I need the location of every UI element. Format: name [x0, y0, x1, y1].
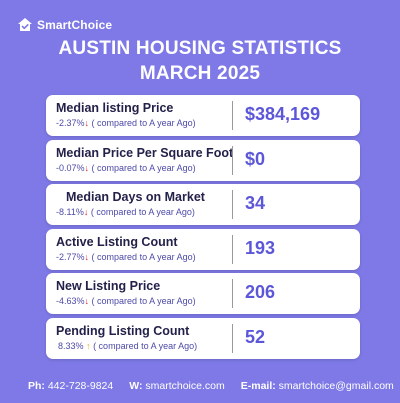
brand-logo: SmartChoice	[17, 17, 112, 33]
brand-name: SmartChoice	[37, 18, 113, 32]
divider	[232, 235, 233, 264]
stat-value: 52	[245, 327, 266, 347]
stat-change: -2.77%↓ ( compared to A year Ago)	[56, 252, 196, 262]
stat-card-pending-listing-count: Pending Listing Count 8.33% ↑ ( compared…	[46, 318, 360, 359]
contact-footer: Ph: 442-728-9824 W: smartchoice.com E-ma…	[28, 380, 394, 392]
change-value: 8.33%	[58, 341, 84, 351]
stat-card-new-listing-price: New Listing Price -4.63%↓ ( compared to …	[46, 273, 360, 314]
web-label: W:	[129, 380, 143, 392]
divider	[232, 324, 233, 353]
stat-value: $0	[245, 149, 266, 169]
email-link[interactable]: smartchoice@gmail.com	[278, 380, 394, 392]
page-subtitle: MARCH 2025	[139, 63, 261, 84]
stat-value: 206	[245, 282, 276, 302]
divider	[232, 279, 233, 308]
stat-change: -0.07%↓ ( compared to A year Ago)	[56, 163, 196, 173]
stat-label: Median listing Price	[56, 101, 174, 115]
website-link[interactable]: smartchoice.com	[145, 380, 225, 392]
arrow-down-icon: ↓	[84, 252, 90, 262]
change-value: -0.07%	[56, 163, 85, 173]
stat-card-median-days-on-market: Median Days on Market -8.11%↓ ( compared…	[46, 184, 360, 225]
phone-label: Ph:	[28, 380, 45, 392]
page-title: AUSTIN HOUSING STATISTICS	[58, 38, 342, 59]
change-value: -8.11%	[56, 207, 84, 217]
stat-value: 34	[245, 193, 266, 213]
stat-card-active-listing-count: Active Listing Count -2.77%↓ ( compared …	[46, 229, 360, 270]
arrow-up-icon: ↑	[86, 341, 91, 351]
stat-change: 8.33% ↑ ( compared to A year Ago)	[58, 341, 197, 351]
change-note: ( compared to A year Ago)	[91, 252, 196, 262]
change-note: ( compared to A year Ago)	[91, 163, 196, 173]
stat-change: -8.11%↓ ( compared to A year Ago)	[56, 207, 195, 217]
change-note: ( compared to A year Ago)	[93, 341, 198, 351]
stat-card-median-price-per-sqft: Median Price Per Square Foot -0.07%↓ ( c…	[46, 140, 360, 181]
stat-change: -4.63%↓ ( compared to A year Ago)	[56, 296, 196, 306]
divider	[232, 101, 233, 130]
stat-label: Pending Listing Count	[56, 324, 190, 338]
divider	[232, 190, 233, 219]
stat-label: New Listing Price	[56, 279, 161, 293]
stat-change: -2.37%↓ ( compared to A year Ago)	[56, 118, 196, 128]
change-value: -2.77%	[56, 252, 85, 262]
stat-value: $384,169	[245, 104, 321, 124]
divider	[232, 146, 233, 175]
change-note: ( compared to A year Ago)	[91, 296, 196, 306]
change-note: ( compared to A year Ago)	[91, 118, 196, 128]
stat-value: 193	[245, 238, 276, 258]
phone-contact: Ph: 442-728-9824	[28, 380, 113, 392]
stat-label: Median Price Per Square Foot	[56, 146, 234, 160]
arrow-down-icon: ↓	[84, 163, 90, 173]
stat-card-median-listing-price: Median listing Price -2.37%↓ ( compared …	[46, 95, 360, 136]
stat-label: Median Days on Market	[66, 190, 205, 204]
email-label: E-mail:	[240, 380, 276, 392]
email-contact: E-mail: smartchoice@gmail.com	[241, 380, 394, 392]
phone-number[interactable]: 442-728-9824	[47, 380, 114, 392]
change-note: ( compared to A year Ago)	[90, 207, 195, 217]
arrow-down-icon: ↓	[84, 118, 90, 128]
change-value: -2.37%	[56, 118, 85, 128]
web-contact: W: smartchoice.com	[129, 380, 225, 392]
arrow-down-icon: ↓	[83, 207, 89, 217]
stat-label: Active Listing Count	[56, 235, 178, 249]
arrow-down-icon: ↓	[84, 296, 90, 306]
house-icon	[18, 18, 32, 31]
change-value: -4.63%	[56, 296, 85, 306]
